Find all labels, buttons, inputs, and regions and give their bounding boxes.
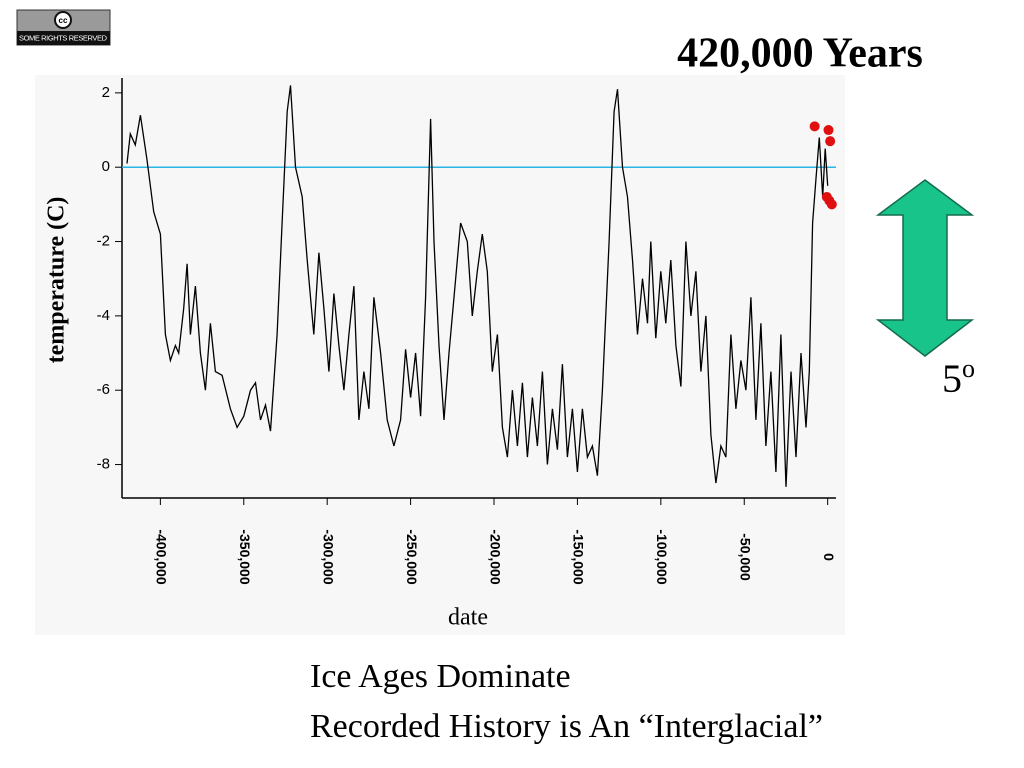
x-tick-label: -50,000 <box>738 533 754 581</box>
recent-point <box>825 136 836 147</box>
recent-point <box>826 199 837 210</box>
x-axis-label: date <box>448 605 488 631</box>
badge-text: SOME RIGHTS RESERVED <box>19 33 108 42</box>
arrow-label: 5o <box>942 354 975 401</box>
chart-title: 420,000 Years <box>677 31 923 77</box>
y-tick-label: 2 <box>102 84 110 101</box>
x-tick-label: -300,000 <box>320 529 336 584</box>
arrow-label-sup: o <box>962 354 975 383</box>
x-tick-label: -100,000 <box>654 529 670 584</box>
cc-logo <box>54 11 72 29</box>
y-tick-label: -8 <box>97 456 110 473</box>
x-tick-label: 0 <box>821 553 837 561</box>
x-tick-label: -250,000 <box>404 529 420 584</box>
cc-symbol: cc <box>59 16 68 25</box>
y-tick-label: -6 <box>97 381 110 398</box>
y-tick-label: 0 <box>102 158 110 175</box>
x-tick-label: -350,000 <box>237 529 253 584</box>
arrow-label-main: 5 <box>942 356 962 401</box>
recent-point <box>809 121 820 132</box>
recent-point <box>823 125 834 136</box>
temperature-line <box>126 85 829 487</box>
y-axis-label: temperature (C) <box>44 197 70 364</box>
x-tick-label: -200,000 <box>487 529 503 584</box>
x-tick-label: -400,000 <box>154 529 170 584</box>
x-tick-label: -150,000 <box>571 529 587 584</box>
badge-strip <box>17 31 110 45</box>
y-tick-label: -4 <box>97 307 110 324</box>
caption-line: Recorded History is An “Interglacial” <box>310 708 823 745</box>
caption-line: Ice Ages Dominate <box>310 658 571 695</box>
y-tick-label: -2 <box>97 233 110 250</box>
range-arrow <box>875 179 975 357</box>
plot: 2 0 -2 -4 -6 -8 -400,000 -350,000 -300,000 -250,0… <box>97 78 837 585</box>
